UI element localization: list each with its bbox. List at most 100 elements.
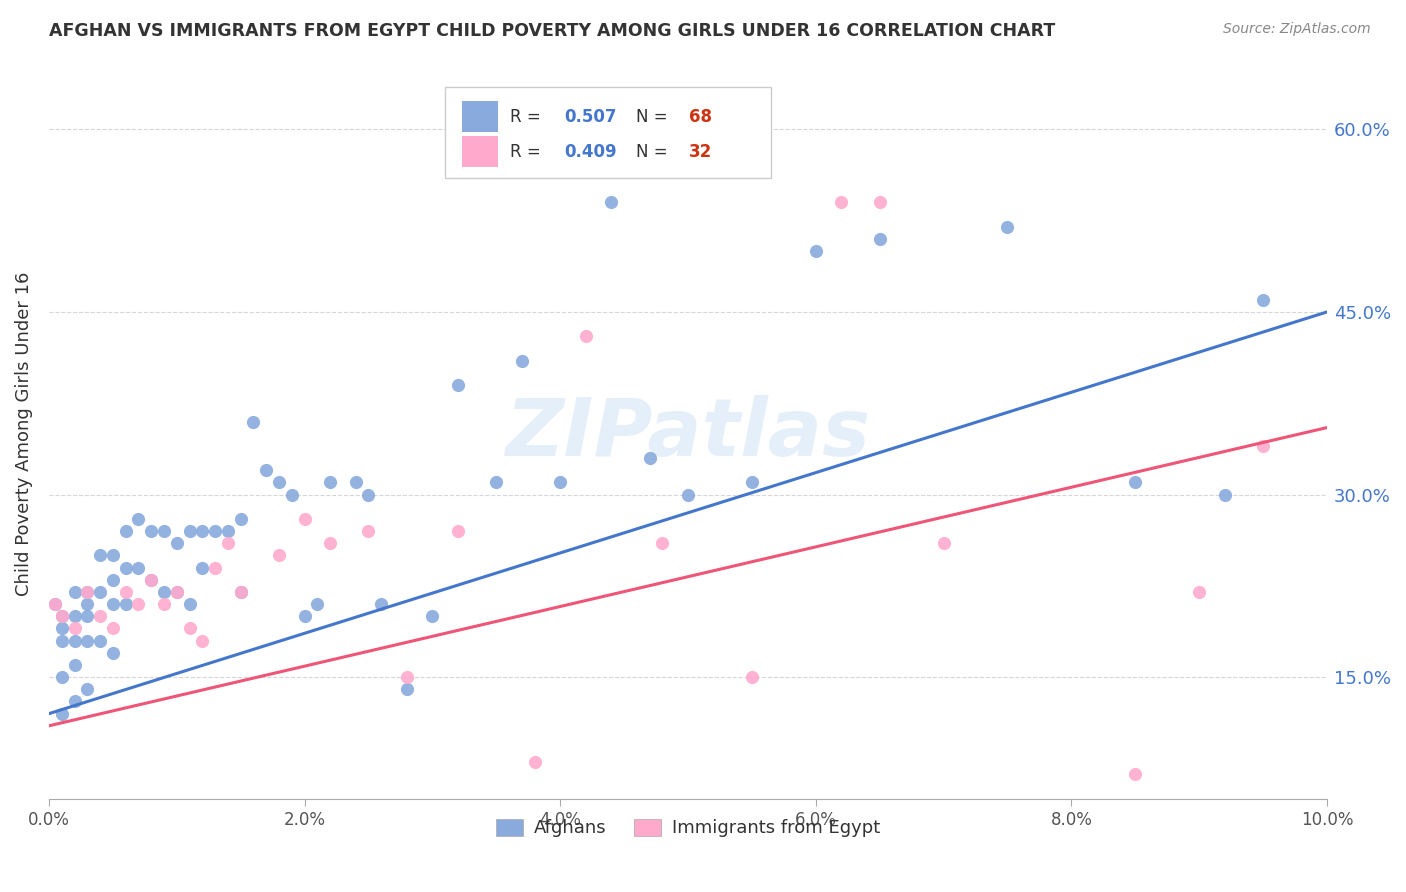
Text: 0.409: 0.409 — [564, 143, 617, 161]
Point — [101, 646, 124, 660]
Point — [51, 609, 73, 624]
Point — [153, 524, 176, 538]
Point — [114, 597, 136, 611]
Point — [44, 597, 66, 611]
Point — [114, 560, 136, 574]
Point — [422, 609, 444, 624]
Point — [1251, 293, 1274, 307]
Point — [76, 585, 98, 599]
Point — [63, 694, 86, 708]
Point — [89, 633, 111, 648]
Point — [141, 573, 163, 587]
Point — [63, 633, 86, 648]
Point — [191, 560, 214, 574]
Point — [166, 585, 188, 599]
Point — [44, 597, 66, 611]
Point — [101, 622, 124, 636]
Point — [114, 585, 136, 599]
Point — [76, 597, 98, 611]
Point — [179, 622, 201, 636]
Point — [63, 609, 86, 624]
Point — [294, 512, 316, 526]
Point — [638, 450, 661, 465]
Point — [242, 415, 264, 429]
Point — [63, 585, 86, 599]
Point — [141, 573, 163, 587]
Bar — [461, 102, 498, 132]
Point — [229, 585, 252, 599]
Point — [217, 524, 239, 538]
Point — [370, 597, 392, 611]
Point — [447, 524, 470, 538]
Point — [51, 622, 73, 636]
Point — [307, 597, 329, 611]
Point — [217, 536, 239, 550]
Point — [63, 657, 86, 672]
Point — [281, 487, 304, 501]
Point — [523, 756, 546, 770]
Point — [51, 609, 73, 624]
Point — [89, 585, 111, 599]
Point — [869, 195, 891, 210]
Bar — [461, 136, 498, 167]
Point — [153, 585, 176, 599]
Point — [741, 670, 763, 684]
Y-axis label: Child Poverty Among Girls Under 16: Child Poverty Among Girls Under 16 — [15, 271, 32, 596]
Point — [76, 633, 98, 648]
Point — [1213, 487, 1236, 501]
Point — [76, 585, 98, 599]
Point — [1123, 767, 1146, 781]
Text: R =: R = — [510, 108, 547, 126]
Point — [575, 329, 598, 343]
Point — [447, 378, 470, 392]
Point — [141, 524, 163, 538]
Point — [191, 524, 214, 538]
Point — [179, 524, 201, 538]
Point — [89, 549, 111, 563]
Point — [548, 475, 571, 490]
Point — [267, 549, 290, 563]
Point — [204, 560, 226, 574]
Text: N =: N = — [636, 143, 672, 161]
Point — [51, 706, 73, 721]
Point — [932, 536, 955, 550]
Text: Source: ZipAtlas.com: Source: ZipAtlas.com — [1223, 22, 1371, 37]
Point — [254, 463, 277, 477]
Point — [166, 585, 188, 599]
Text: ZIPatlas: ZIPatlas — [505, 394, 870, 473]
Point — [267, 475, 290, 490]
Point — [127, 512, 149, 526]
Point — [76, 609, 98, 624]
FancyBboxPatch shape — [446, 87, 770, 178]
Point — [319, 475, 342, 490]
Point — [741, 475, 763, 490]
Text: R =: R = — [510, 143, 547, 161]
Point — [153, 597, 176, 611]
Point — [127, 560, 149, 574]
Text: 68: 68 — [689, 108, 713, 126]
Text: 32: 32 — [689, 143, 713, 161]
Point — [651, 536, 673, 550]
Point — [101, 549, 124, 563]
Point — [357, 487, 380, 501]
Point — [804, 244, 827, 259]
Point — [997, 219, 1019, 234]
Point — [114, 524, 136, 538]
Point — [204, 524, 226, 538]
Point — [1251, 439, 1274, 453]
Text: AFGHAN VS IMMIGRANTS FROM EGYPT CHILD POVERTY AMONG GIRLS UNDER 16 CORRELATION C: AFGHAN VS IMMIGRANTS FROM EGYPT CHILD PO… — [49, 22, 1056, 40]
Text: N =: N = — [636, 108, 672, 126]
Point — [51, 633, 73, 648]
Point — [600, 195, 623, 210]
Legend: Afghans, Immigrants from Egypt: Afghans, Immigrants from Egypt — [489, 812, 887, 845]
Point — [294, 609, 316, 624]
Point — [179, 597, 201, 611]
Point — [510, 353, 533, 368]
Point — [191, 633, 214, 648]
Point — [319, 536, 342, 550]
Point — [89, 609, 111, 624]
Point — [229, 512, 252, 526]
Point — [101, 597, 124, 611]
Point — [395, 670, 418, 684]
Point — [63, 622, 86, 636]
